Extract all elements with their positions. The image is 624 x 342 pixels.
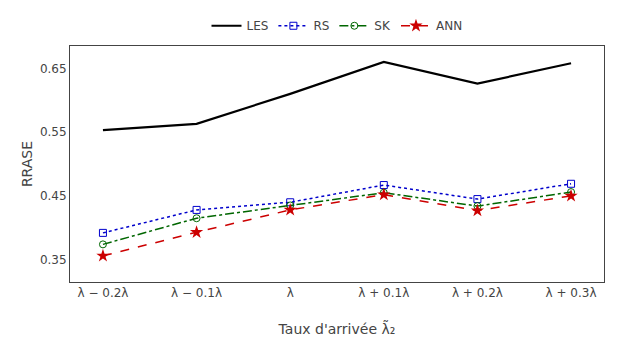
svg-text:0.35: 0.35 — [40, 253, 67, 267]
svg-text:λ − 0.2λ: λ − 0.2λ — [77, 286, 128, 300]
svg-text:RS: RS — [313, 19, 329, 33]
svg-text:LES: LES — [247, 19, 269, 33]
svg-text:0.45: 0.45 — [40, 189, 67, 203]
svg-text:λ − 0.1λ: λ − 0.1λ — [171, 286, 222, 300]
svg-text:0.55: 0.55 — [40, 125, 67, 139]
svg-text:SK: SK — [374, 19, 391, 33]
svg-text:λ: λ — [287, 286, 294, 300]
svg-text:ANN: ANN — [436, 19, 462, 33]
svg-text:RRASE: RRASE — [19, 141, 35, 187]
svg-text:λ + 0.1λ: λ + 0.1λ — [358, 286, 409, 300]
svg-text:Taux d'arrivée λ̃₂: Taux d'arrivée λ̃₂ — [278, 320, 396, 337]
svg-text:0.65: 0.65 — [40, 62, 67, 76]
svg-text:λ + 0.2λ: λ + 0.2λ — [452, 286, 503, 300]
svg-text:λ + 0.3λ: λ + 0.3λ — [546, 286, 597, 300]
